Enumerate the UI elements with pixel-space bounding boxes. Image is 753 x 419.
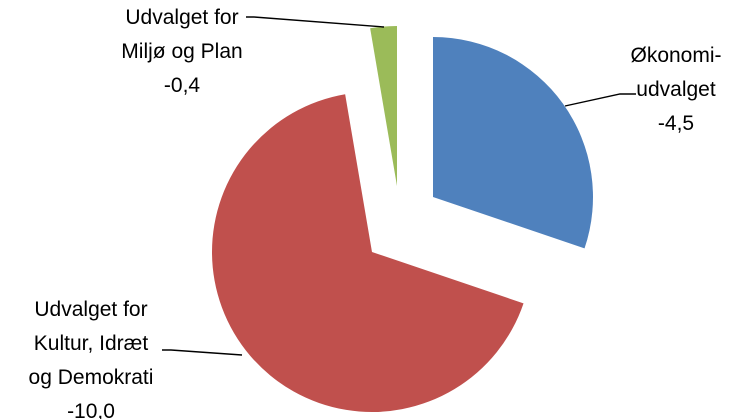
leader-line-miljo [246,16,385,28]
pie-slice-miljo [370,26,397,186]
slice-label-okonomi: Økonomi-udvalget -4,5 [630,44,721,135]
pie-slice-okonomi [433,37,593,249]
leader-line-kultur [162,349,243,356]
leader-lines-layer [162,16,636,356]
slice-label-line-okonomi: Økonomi- [630,44,721,67]
slice-value-kultur: -10,0 [67,400,115,419]
slices-layer [211,26,593,412]
slice-label-miljo: Udvalget for Miljø og Plan -0,4 [121,6,242,97]
slice-label-line-kultur: Kultur, Idræt [34,332,149,355]
slice-value-okonomi: -4,5 [658,112,694,135]
leader-line-okonomi [564,93,636,107]
slice-label-line-kultur: Udvalget for [34,298,147,321]
slice-label-line-miljo: Miljø og Plan [121,40,242,63]
labels-layer: Økonomi-udvalget -4,5 Udvalget for Kultur, … [29,6,722,419]
slice-label-line-miljo: Udvalget for [125,6,238,29]
slice-value-miljo: -0,4 [164,74,201,97]
pie-slice-kultur [211,94,524,412]
slice-label-line-okonomi: udvalget [636,78,716,101]
slice-label-kultur: Udvalget for Kultur, Idræt og Demokrati -10… [29,298,154,419]
slice-label-line-kultur: og Demokrati [29,366,154,389]
